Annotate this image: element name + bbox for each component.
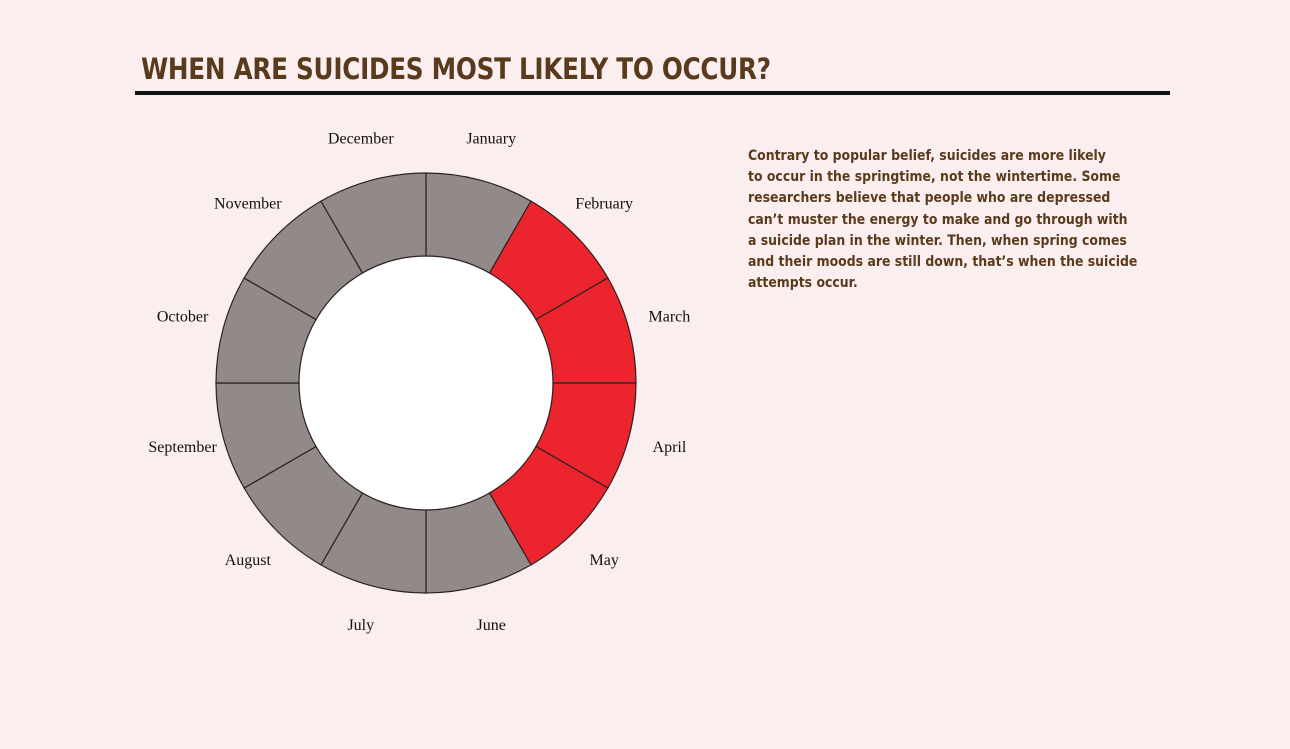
description-text: Contrary to popular belief, suicides are… (748, 146, 1138, 294)
page-title: WHEN ARE SUICIDES MOST LIKELY TO OCCUR? (141, 52, 771, 86)
label-december: December (328, 130, 394, 147)
label-july: July (347, 617, 374, 634)
description-line: attempts occur. (748, 275, 858, 292)
month-labels: January February March April May June July Augu… (148, 130, 690, 634)
description-line: Contrary to popular belief, suicides are… (748, 148, 1106, 164)
label-may: May (590, 552, 619, 569)
label-september: September (148, 439, 217, 456)
description-line: researchers believe that people who are … (748, 190, 1111, 207)
label-january: January (466, 130, 516, 147)
segment-december (320, 172, 427, 274)
label-april: April (653, 439, 687, 456)
title-divider (135, 91, 1170, 95)
label-june: June (477, 617, 506, 634)
label-august: August (225, 552, 272, 569)
description-line: a suicide plan in the winter. Then, when… (748, 232, 1127, 249)
label-march: March (649, 308, 691, 325)
description-line: to occur in the springtime, not the wint… (748, 169, 1121, 186)
label-october: October (157, 308, 209, 325)
description-line: and their moods are still down, that’s w… (748, 254, 1138, 271)
description-line: can’t muster the energy to make and go t… (748, 211, 1128, 228)
label-november: November (214, 195, 282, 212)
donut-hole (300, 257, 552, 509)
donut-segments (215, 172, 637, 594)
label-february: February (575, 195, 633, 212)
